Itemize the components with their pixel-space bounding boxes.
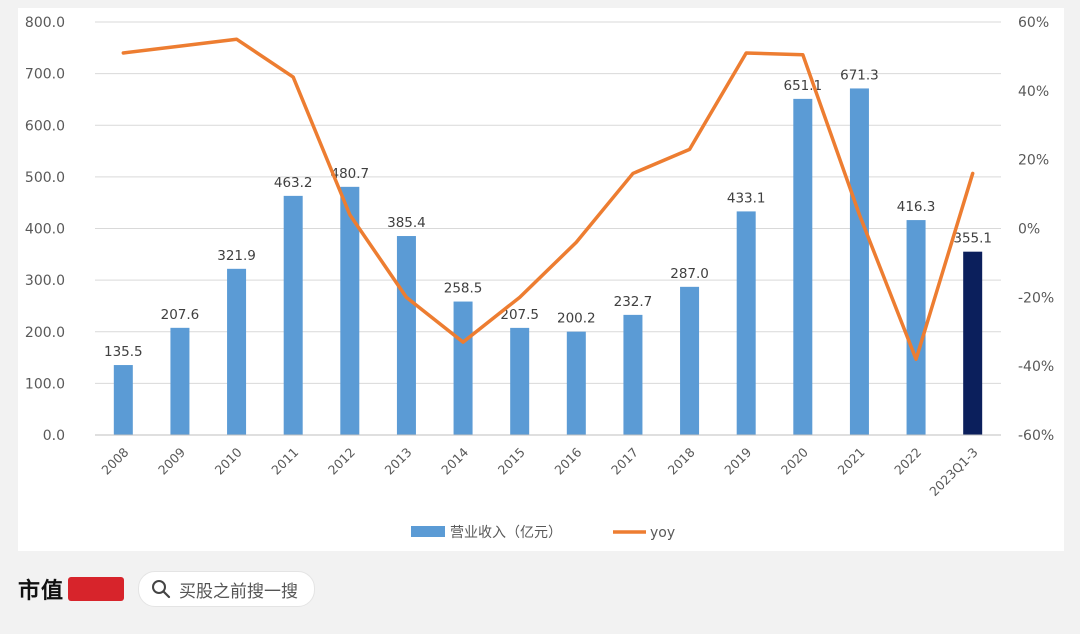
bar [170, 327, 190, 435]
left-tick-label: 600.0 [25, 118, 65, 134]
x-tick-label: 2017 [608, 445, 641, 478]
bar [283, 195, 303, 435]
x-tick-label: 2019 [721, 444, 754, 477]
x-tick-label: 2020 [778, 444, 811, 477]
right-tick-label: -60% [1018, 428, 1054, 444]
bar-value-label: 385.4 [387, 215, 426, 231]
right-tick-label: -40% [1018, 359, 1054, 375]
x-tick-label: 2018 [665, 444, 698, 477]
search-box[interactable]: 买股之前搜一搜 [138, 571, 316, 607]
bar [113, 365, 133, 435]
bar [510, 327, 530, 435]
x-tick-label: 2012 [325, 445, 358, 478]
bar [680, 286, 700, 435]
bar [623, 314, 643, 435]
bar-value-label: 207.5 [500, 307, 539, 323]
x-tick-label: 2016 [551, 444, 584, 477]
bar-value-label: 207.6 [161, 307, 200, 323]
x-tick-label: 2014 [438, 444, 471, 477]
search-icon [152, 580, 171, 599]
revenue-yoy-chart: 0.0 100.0 200.0 300.0 400.0 500.0 600.0 700.0 80… [25, 15, 1054, 541]
brand-mark-icon [68, 577, 125, 601]
left-tick-label: 400.0 [25, 222, 65, 238]
left-tick-label: 0.0 [43, 428, 65, 444]
bar-value-label: 416.3 [897, 199, 936, 215]
bar-value-label: 232.7 [614, 294, 653, 310]
bar [849, 88, 869, 435]
left-tick-label: 200.0 [25, 325, 65, 341]
x-tick-label: 2011 [268, 445, 301, 478]
bar-value-label: 433.1 [727, 190, 766, 206]
left-tick-label: 500.0 [25, 170, 65, 186]
right-tick-label: 0% [1018, 222, 1040, 238]
right-tick-label: 40% [1018, 84, 1049, 100]
bar-value-label: 258.5 [444, 281, 483, 297]
right-tick-label: -20% [1018, 290, 1054, 306]
bar-value-label: 355.1 [953, 231, 992, 247]
bar [793, 98, 813, 435]
bar-value-label: 671.3 [840, 67, 879, 83]
bar-value-label: 480.7 [330, 166, 369, 182]
bar-value-label: 321.9 [217, 248, 256, 264]
chart-card: 0.0 100.0 200.0 300.0 400.0 500.0 600.0 700.0 80… [18, 8, 1064, 551]
brand-logo[interactable]: 市值 [18, 573, 125, 605]
search-placeholder: 买股之前搜一搜 [179, 581, 299, 602]
bar [566, 331, 586, 435]
x-tick-label: 2009 [155, 444, 188, 477]
left-tick-label: 100.0 [25, 376, 65, 392]
x-tick-label: 2023Q1-3 [926, 445, 981, 500]
bar-value-label: 200.2 [557, 311, 596, 327]
brand-name: 市值 [18, 578, 65, 604]
x-tick-label: 2022 [891, 445, 924, 478]
bar [906, 220, 926, 435]
bar [227, 268, 247, 435]
bar-value-label: 463.2 [274, 175, 313, 191]
yoy-line [121, 37, 975, 362]
bar [963, 251, 983, 435]
bar [453, 301, 473, 435]
bar [340, 186, 360, 435]
footer-bar: 市值 买股之前搜一搜 [18, 570, 316, 608]
bar-value-label: 135.5 [104, 344, 143, 360]
left-tick-label: 700.0 [25, 67, 65, 83]
legend-label-revenue: 营业收入（亿元） [450, 525, 562, 541]
bar [736, 211, 756, 435]
legend-label-yoy: yoy [650, 525, 675, 541]
x-tick-label: 2021 [834, 445, 867, 478]
bar-value-label: 287.0 [670, 266, 709, 282]
legend-swatch-revenue [411, 526, 445, 537]
right-tick-label: 20% [1018, 153, 1049, 169]
x-tick-label: 2015 [495, 445, 528, 478]
bar [396, 236, 416, 435]
x-tick-label: 2008 [98, 444, 131, 477]
right-tick-label: 60% [1018, 15, 1049, 31]
x-tick-label: 2013 [381, 445, 414, 478]
x-tick-label: 2010 [212, 444, 245, 477]
left-tick-label: 800.0 [25, 15, 65, 31]
left-tick-label: 300.0 [25, 273, 65, 289]
